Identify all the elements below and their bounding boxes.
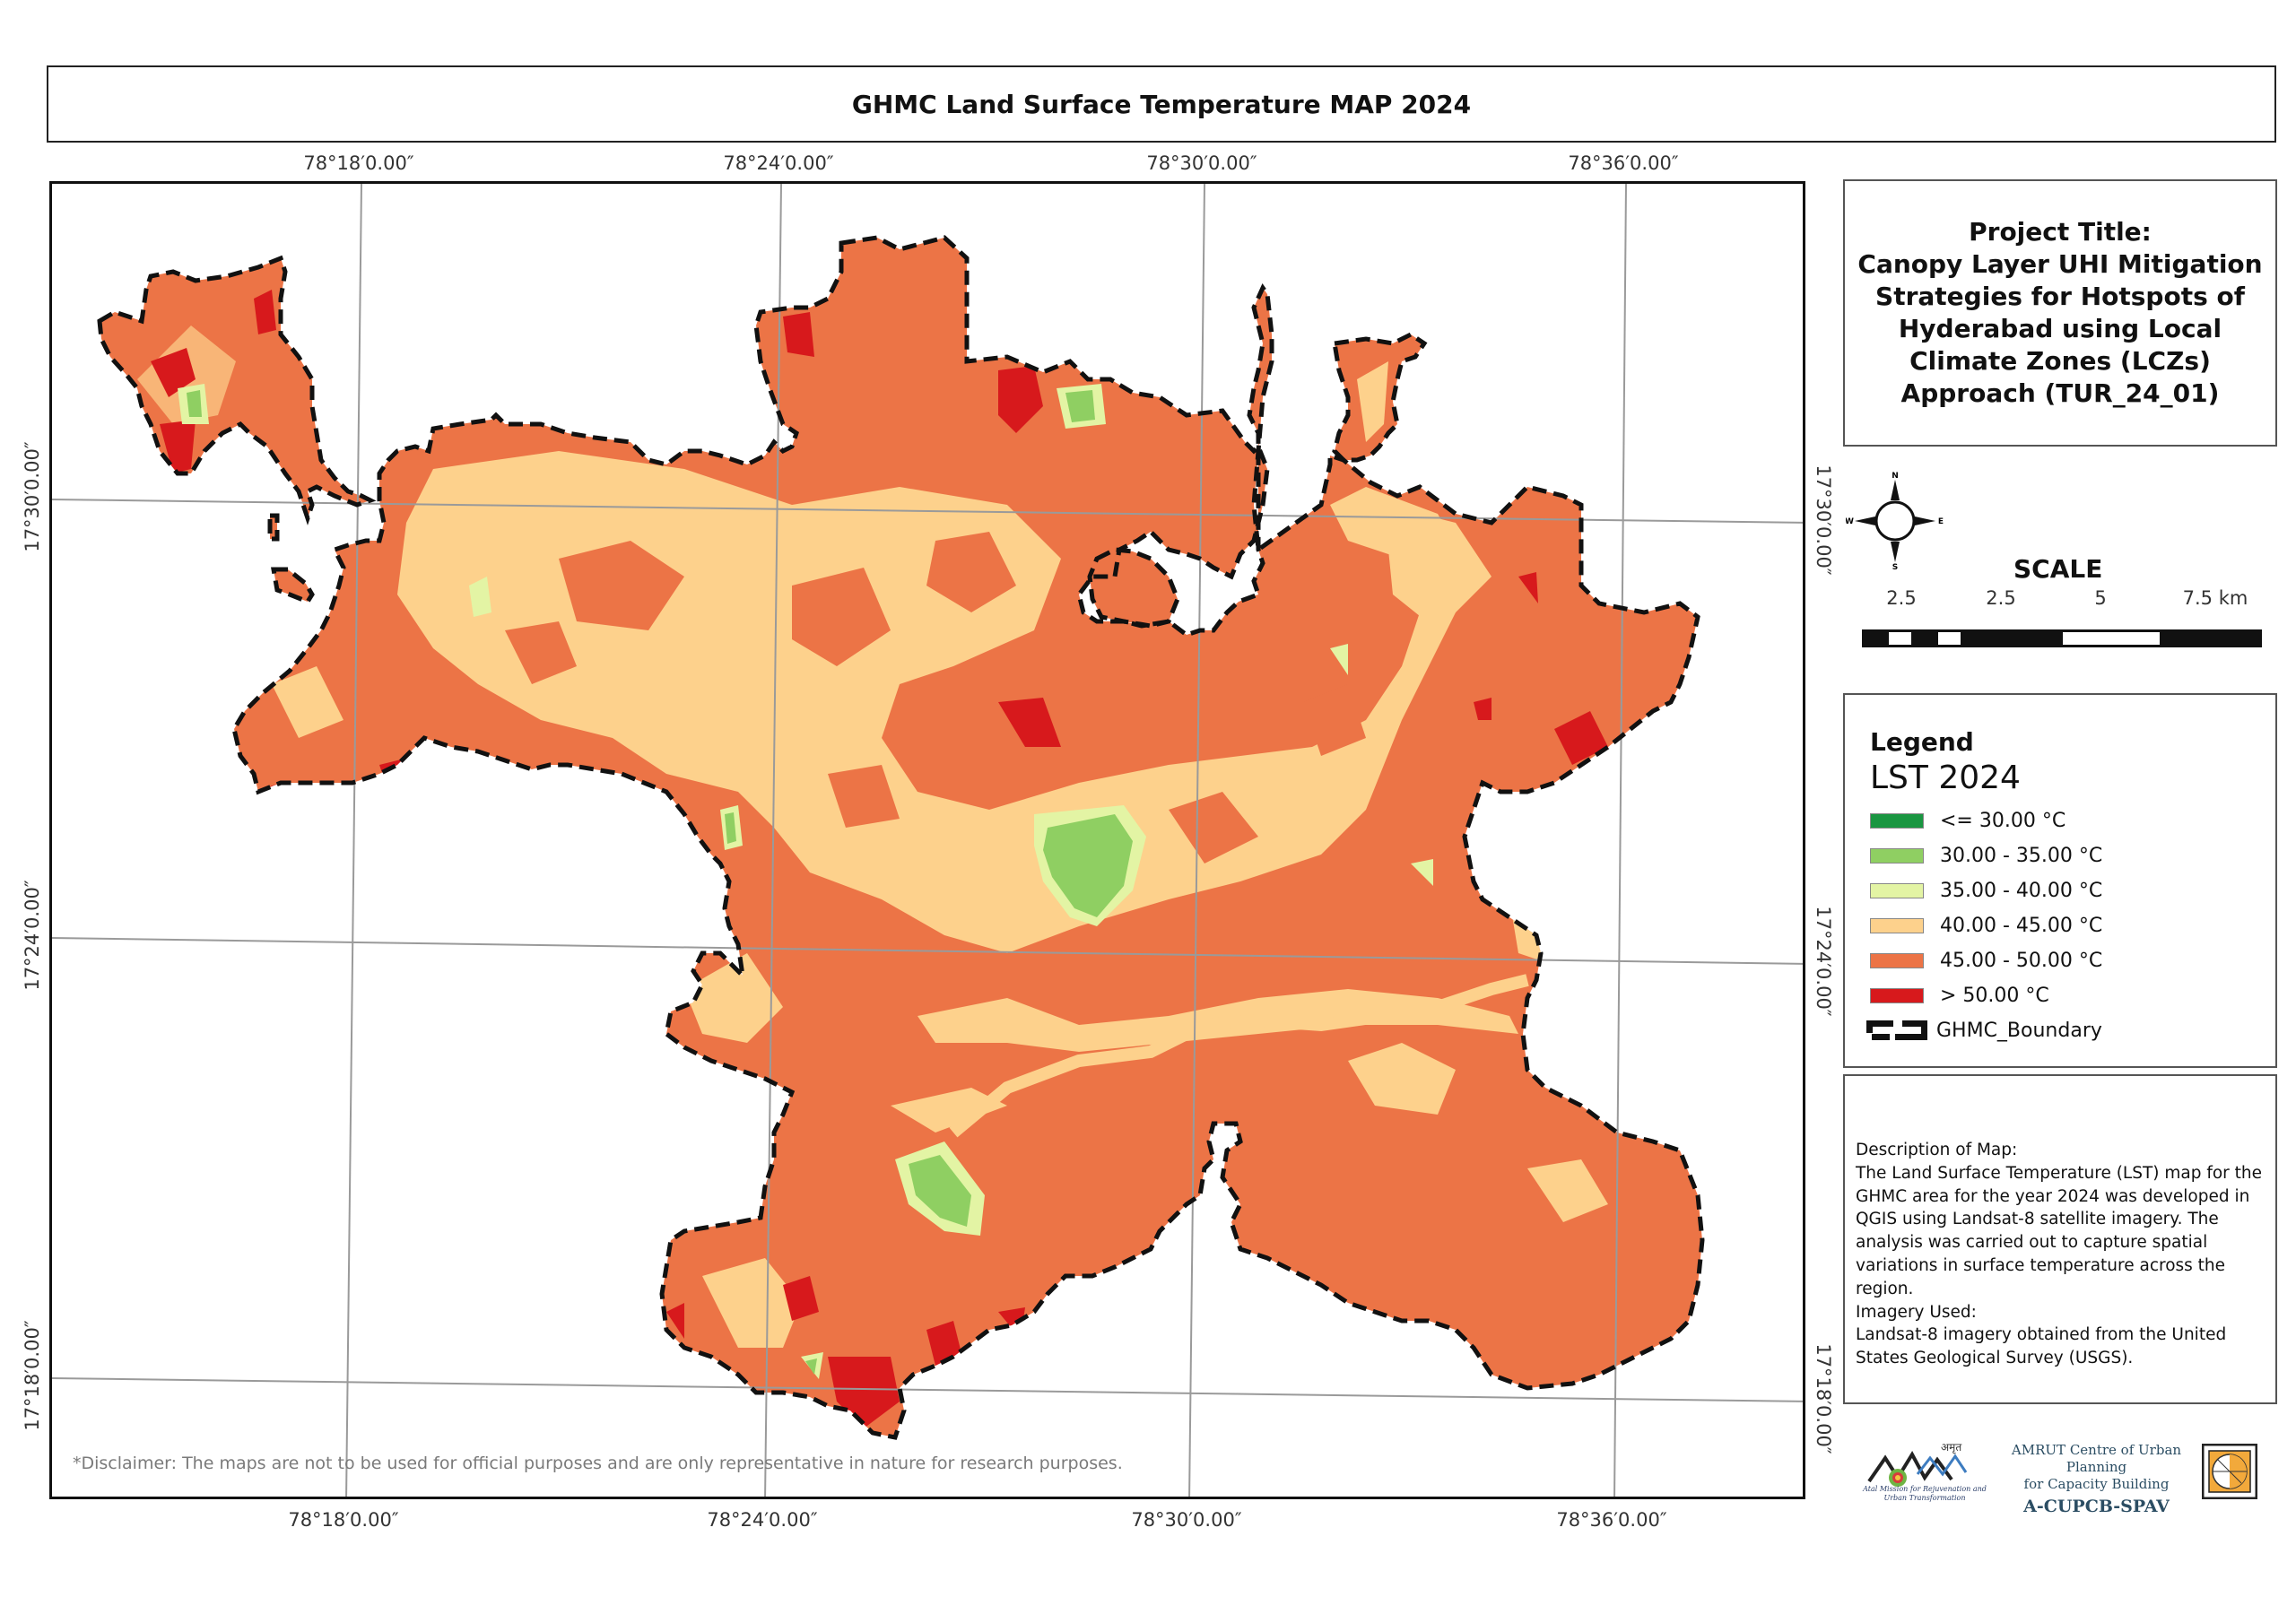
spav-logo-icon — [2202, 1444, 2257, 1499]
project-line-5: Approach (TUR_24_01) — [1900, 378, 2220, 408]
legend-layer-name: LST 2024 — [1870, 759, 2021, 796]
swatch-35-40 — [1870, 882, 1924, 898]
project-title-panel: Project Title: Canopy Layer UHI Mitigati… — [1843, 179, 2277, 447]
lon-label-bottom-78-36: 78°36′0.00″ — [1556, 1509, 1667, 1531]
lon-label-top-78-18: 78°18′0.00″ — [303, 152, 414, 174]
scale-label-0: 2.5 — [1886, 587, 1917, 609]
swatch-30-35 — [1870, 847, 1924, 864]
compass-e: E — [1938, 517, 1944, 526]
amrut-logo-icon: अमृत — [1867, 1441, 1968, 1487]
legend-item-35-40: 35.00 - 40.00 °C — [1870, 877, 2102, 904]
lon-label-top-78-24: 78°24′0.00″ — [723, 152, 834, 174]
graticule — [52, 184, 1803, 1497]
legend-item-gt50: > 50.00 °C — [1870, 982, 2049, 1009]
compass-n: N — [1892, 472, 1899, 481]
disclaimer-text: *Disclaimer: The maps are not to be used… — [73, 1454, 1123, 1473]
project-line-1: Canopy Layer UHI Mitigation — [1857, 249, 2263, 279]
lst-raster-map — [52, 184, 1803, 1497]
legend-item-boundary: GHMC_Boundary — [1866, 1017, 2102, 1044]
scale-label-2: 5 — [2094, 587, 2107, 609]
compass-s: S — [1892, 563, 1898, 569]
description-panel: Description of Map: The Land Surface Tem… — [1843, 1074, 2277, 1404]
lon-label-bottom-78-24: 78°24′0.00″ — [707, 1509, 818, 1531]
scale-title: SCALE — [2013, 554, 2103, 584]
lst-raster — [100, 238, 1702, 1437]
scale-label-3: 7.5 km — [2182, 587, 2248, 609]
dashed-boundary-icon — [1866, 1020, 1927, 1040]
lon-label-top-78-36: 78°36′0.00″ — [1568, 152, 1679, 174]
lat-label-left-17-24: 17°24′0.00″ — [22, 880, 43, 991]
scale-label-1: 2.5 — [1986, 587, 2016, 609]
description-text: Description of Map: The Land Surface Tem… — [1856, 1141, 2263, 1368]
lon-label-bottom-78-30: 78°30′0.00″ — [1131, 1509, 1242, 1531]
swatch-40-45 — [1870, 917, 1924, 933]
project-line-2: Strategies for Hotspots of — [1875, 282, 2245, 311]
project-heading: Project Title: — [1969, 217, 2152, 247]
lat-label-left-17-30: 17°30′0.00″ — [22, 441, 43, 552]
amrut-caption: Atal Mission for Rejuvenation and Urban … — [1863, 1485, 1987, 1502]
logos-strip: अमृत Atal Mission for Rejuvenation and U… — [1857, 1435, 2278, 1516]
lat-label-right-17-18: 17°18′0.00″ — [1813, 1343, 1834, 1454]
lat-label-right-17-24: 17°24′0.00″ — [1813, 906, 1834, 1017]
project-line-4: Climate Zones (LCZs) — [1909, 346, 2211, 376]
legend-panel: Legend LST 2024 <= 30.00 °C 30.00 - 35.0… — [1843, 693, 2277, 1068]
lon-label-top-78-30: 78°30′0.00″ — [1146, 152, 1257, 174]
lat-label-left-17-18: 17°18′0.00″ — [22, 1320, 43, 1431]
legend-item-30-35: 30.00 - 35.00 °C — [1870, 842, 2102, 869]
map-title: GHMC Land Surface Temperature MAP 2024 — [851, 89, 1472, 119]
north-arrow-icon: N S W E — [1846, 472, 1944, 569]
acupcb-logo-text: AMRUT Centre of Urban Planning for Capac… — [2011, 1442, 2182, 1516]
map-title-box: GHMC Land Surface Temperature MAP 2024 — [47, 65, 2276, 143]
legend-item-40-45: 40.00 - 45.00 °C — [1870, 912, 2102, 939]
legend-heading: Legend — [1870, 727, 1974, 757]
legend-item-lt30: <= 30.00 °C — [1870, 807, 2066, 834]
legend-item-45-50: 45.00 - 50.00 °C — [1870, 947, 2102, 974]
lat-label-right-17-30: 17°30′0.00″ — [1813, 464, 1834, 576]
swatch-45-50 — [1870, 952, 1924, 968]
svg-text:अमृत: अमृत — [1941, 1441, 1962, 1454]
scale-bar — [1862, 629, 2262, 647]
compass-w: W — [1846, 517, 1854, 526]
swatch-gt50 — [1870, 987, 1924, 1003]
map-canvas[interactable]: *Disclaimer: The maps are not to be used… — [49, 181, 1805, 1499]
project-line-3: Hyderabad using Local — [1898, 314, 2222, 343]
swatch-lt30 — [1870, 812, 1924, 829]
lon-label-bottom-78-18: 78°18′0.00″ — [288, 1509, 399, 1531]
